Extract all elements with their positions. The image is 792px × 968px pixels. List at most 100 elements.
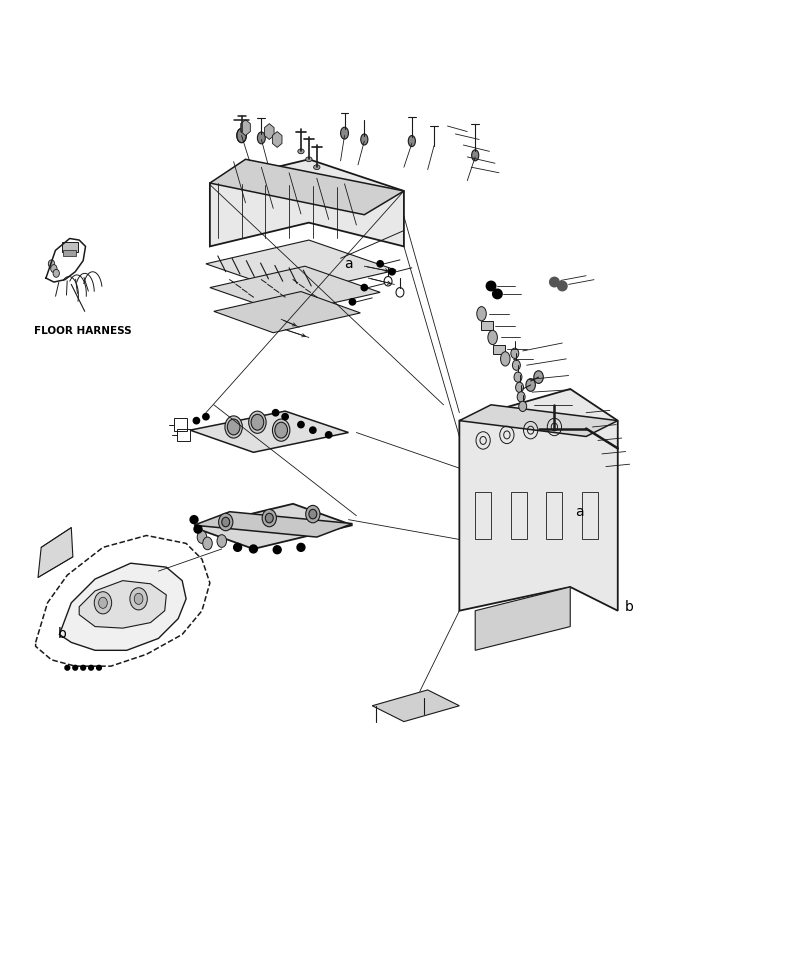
Ellipse shape <box>134 593 143 604</box>
Circle shape <box>493 289 502 299</box>
Ellipse shape <box>217 534 227 547</box>
Bar <box>546 492 562 539</box>
Circle shape <box>193 417 200 424</box>
Ellipse shape <box>409 136 416 146</box>
Bar <box>475 492 491 539</box>
Ellipse shape <box>251 414 264 430</box>
Ellipse shape <box>94 591 112 614</box>
Ellipse shape <box>514 372 522 382</box>
Circle shape <box>310 427 316 434</box>
Polygon shape <box>210 266 380 314</box>
Circle shape <box>203 413 209 420</box>
Bar <box>511 492 527 539</box>
Ellipse shape <box>237 129 246 142</box>
Circle shape <box>249 545 257 553</box>
Polygon shape <box>210 160 404 215</box>
Circle shape <box>190 516 198 524</box>
Text: FLOOR HARNESS: FLOOR HARNESS <box>34 325 132 336</box>
Polygon shape <box>459 405 618 437</box>
Circle shape <box>234 543 242 552</box>
Circle shape <box>297 543 305 552</box>
Ellipse shape <box>130 588 147 610</box>
Ellipse shape <box>306 505 320 523</box>
Polygon shape <box>459 389 618 611</box>
Ellipse shape <box>517 392 525 402</box>
Ellipse shape <box>48 259 55 268</box>
Circle shape <box>89 665 93 670</box>
Polygon shape <box>241 120 250 136</box>
Circle shape <box>558 282 567 290</box>
Polygon shape <box>272 132 282 147</box>
Polygon shape <box>190 411 348 452</box>
Ellipse shape <box>219 513 233 530</box>
Ellipse shape <box>477 307 486 320</box>
Ellipse shape <box>272 419 290 441</box>
Polygon shape <box>194 512 352 537</box>
Polygon shape <box>214 291 360 333</box>
Polygon shape <box>206 240 396 294</box>
Ellipse shape <box>99 597 108 608</box>
Text: a: a <box>576 504 584 519</box>
Circle shape <box>65 665 70 670</box>
Bar <box>493 345 505 354</box>
Ellipse shape <box>471 150 478 161</box>
Circle shape <box>73 665 78 670</box>
Bar <box>177 429 190 441</box>
Ellipse shape <box>203 537 212 550</box>
Ellipse shape <box>222 517 230 527</box>
Bar <box>63 250 76 256</box>
Circle shape <box>326 432 332 439</box>
Circle shape <box>272 409 279 416</box>
Circle shape <box>298 421 304 428</box>
Text: b: b <box>57 627 67 642</box>
Circle shape <box>349 299 356 305</box>
Ellipse shape <box>249 411 266 434</box>
Polygon shape <box>59 563 186 650</box>
Circle shape <box>97 665 101 670</box>
Bar <box>62 242 78 252</box>
Ellipse shape <box>262 509 276 527</box>
Ellipse shape <box>526 378 535 391</box>
Circle shape <box>550 277 559 287</box>
Ellipse shape <box>534 371 543 383</box>
Circle shape <box>194 526 202 533</box>
Ellipse shape <box>501 351 510 366</box>
Text: a: a <box>345 257 352 271</box>
Ellipse shape <box>306 157 312 162</box>
Bar <box>582 492 598 539</box>
Ellipse shape <box>341 127 348 139</box>
Ellipse shape <box>519 401 527 411</box>
Circle shape <box>486 282 496 290</box>
Polygon shape <box>372 690 459 721</box>
Circle shape <box>377 260 383 267</box>
Ellipse shape <box>298 149 304 154</box>
Text: b: b <box>625 600 634 614</box>
Ellipse shape <box>309 509 317 519</box>
Ellipse shape <box>227 419 240 435</box>
Ellipse shape <box>314 165 320 169</box>
Ellipse shape <box>257 132 265 144</box>
Ellipse shape <box>488 330 497 345</box>
Ellipse shape <box>275 422 287 439</box>
Circle shape <box>282 413 288 420</box>
Circle shape <box>361 285 367 290</box>
Ellipse shape <box>516 382 524 393</box>
Bar <box>174 418 187 431</box>
Ellipse shape <box>197 530 207 543</box>
Ellipse shape <box>360 134 368 145</box>
Polygon shape <box>210 160 404 247</box>
Circle shape <box>273 546 281 554</box>
Ellipse shape <box>511 348 519 358</box>
Ellipse shape <box>51 264 57 273</box>
Circle shape <box>81 665 86 670</box>
Polygon shape <box>194 503 352 549</box>
Ellipse shape <box>512 360 520 371</box>
Polygon shape <box>79 581 166 628</box>
Polygon shape <box>475 587 570 650</box>
Circle shape <box>389 268 395 275</box>
Polygon shape <box>265 124 274 139</box>
Ellipse shape <box>265 513 273 523</box>
Bar <box>481 320 493 330</box>
Ellipse shape <box>225 416 242 439</box>
Polygon shape <box>38 528 73 578</box>
